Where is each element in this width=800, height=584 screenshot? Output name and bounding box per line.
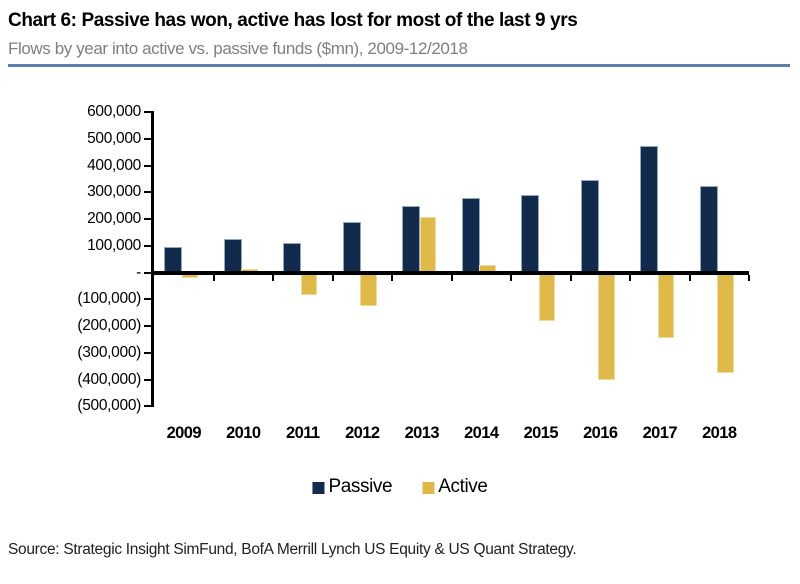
bar-passive-2016 — [580, 180, 599, 273]
y-axis-tick-400000 — [144, 164, 151, 167]
x-axis-tick-9 — [688, 274, 691, 281]
x-axis-label-2014: 2014 — [464, 424, 499, 442]
y-axis-label-300000: 300,000 — [87, 183, 141, 201]
bar-passive-2012 — [342, 221, 361, 273]
bar-passive-2010 — [223, 239, 242, 273]
x-axis-tick-3 — [331, 274, 334, 281]
x-axis-label-2013: 2013 — [404, 424, 440, 442]
x-axis-tick-10 — [748, 274, 750, 281]
bar-passive-2014 — [461, 197, 480, 273]
bar-passive-2017 — [640, 145, 658, 273]
x-axis-line — [151, 270, 749, 275]
x-axis-label-2015: 2015 — [523, 424, 559, 442]
x-axis-label-2016: 2016 — [583, 424, 618, 442]
legend-swatch-passive-icon — [312, 482, 325, 494]
x-axis-label-2009: 2009 — [166, 424, 202, 442]
x-axis-tick-2 — [272, 274, 274, 281]
bar-active-2017 — [657, 272, 674, 339]
y-axis-label--400000: (400,000) — [77, 370, 141, 388]
legend-item-active: Active — [422, 476, 488, 498]
source-note: Source: Strategic Insight SimFund, BofA … — [8, 541, 577, 558]
x-axis-label-2017: 2017 — [642, 424, 678, 442]
y-axis-tick--300000 — [144, 351, 151, 354]
x-axis-label-2010: 2010 — [226, 424, 261, 442]
x-axis-label-2011: 2011 — [286, 424, 320, 442]
y-axis-tick--500000 — [144, 405, 151, 408]
bar-active-2018 — [717, 272, 734, 373]
x-axis-label-2018: 2018 — [702, 424, 737, 442]
y-axis-label-0: - — [136, 263, 141, 281]
bar-active-2016 — [598, 272, 615, 380]
y-axis-label-200000: 200,000 — [87, 210, 141, 228]
x-axis-tick-1 — [212, 274, 215, 281]
y-axis-tick-500000 — [144, 137, 151, 140]
legend-label-passive: Passive — [328, 476, 393, 497]
y-axis-tick--400000 — [144, 378, 151, 381]
title-divider — [8, 64, 790, 67]
y-axis-tick-300000 — [144, 191, 151, 194]
legend-label-active: Active — [438, 476, 488, 497]
x-axis-tick-8 — [629, 274, 631, 281]
bar-passive-2011 — [283, 243, 301, 273]
bar-active-2011 — [300, 272, 317, 296]
y-axis-tick--200000 — [144, 325, 151, 328]
bar-active-2012 — [360, 272, 377, 307]
y-axis-tick-100000 — [144, 244, 151, 247]
bar-chart-plot: 600,000 500,000 400,000 300,000 200,000 100,0… — [77, 103, 750, 442]
chart-title: Chart 6: Passive has won, active has los… — [8, 10, 578, 31]
y-axis-label--300000: (300,000) — [77, 343, 141, 361]
y-axis-tick-200000 — [144, 218, 151, 221]
y-axis-tick-0 — [144, 271, 151, 274]
y-axis-label--500000: (500,000) — [77, 397, 141, 415]
y-axis-tick-600000 — [144, 111, 151, 114]
bar-passive-2013 — [402, 205, 420, 273]
y-axis-label--200000: (200,000) — [77, 317, 141, 335]
bar-passive-2009 — [164, 247, 182, 273]
legend-item-passive: Passive — [312, 476, 393, 498]
y-axis-label-100000: 100,000 — [87, 236, 141, 254]
bar-active-2015 — [538, 272, 555, 321]
y-axis-tick--100000 — [144, 298, 151, 301]
bar-active-2013 — [419, 216, 436, 273]
y-axis-label-600000: 600,000 — [87, 103, 141, 121]
x-axis-tick-5 — [450, 274, 453, 281]
chart-subtitle: Flows by year into active vs. passive fu… — [8, 39, 468, 58]
x-axis-tick-7 — [569, 274, 572, 281]
y-axis-label-400000: 400,000 — [87, 156, 141, 174]
x-axis-tick-6 — [510, 274, 512, 281]
x-axis-tick-4 — [391, 274, 393, 281]
bar-passive-2018 — [699, 185, 718, 273]
y-axis-label--100000: (100,000) — [77, 290, 141, 308]
y-axis-label-500000: 500,000 — [87, 129, 141, 147]
legend-swatch-active-icon — [422, 482, 435, 494]
x-axis-label-2012: 2012 — [345, 424, 380, 442]
chart-legend: Passive Active — [312, 476, 488, 498]
bar-passive-2015 — [521, 195, 539, 273]
y-axis-line — [151, 111, 154, 408]
